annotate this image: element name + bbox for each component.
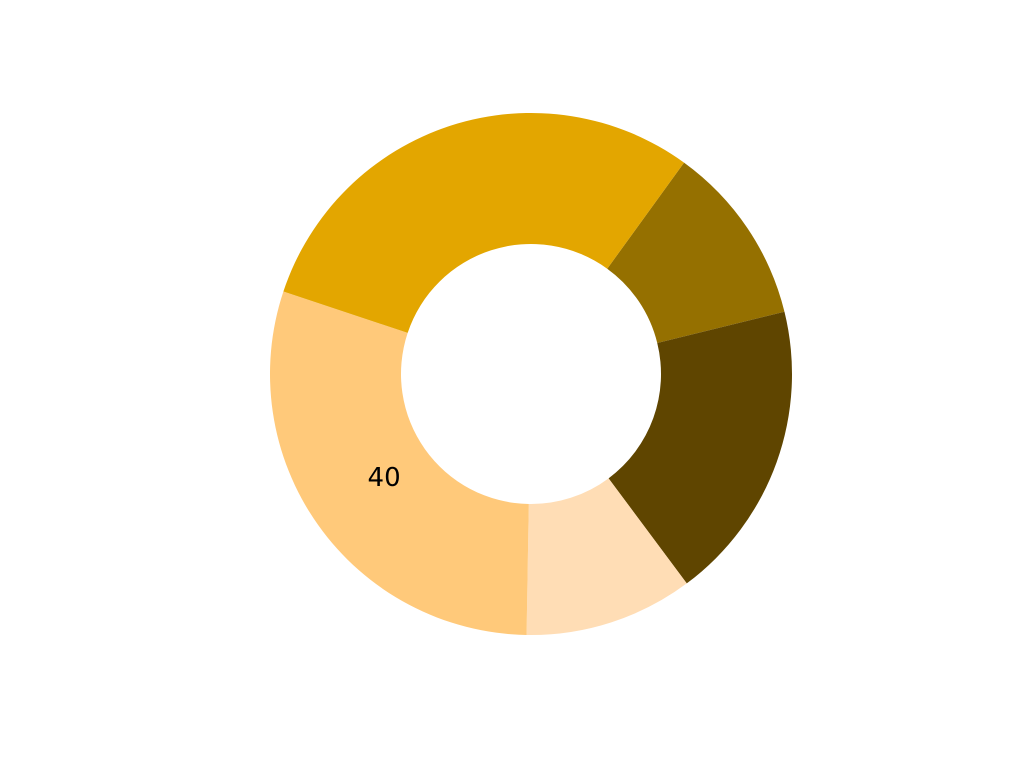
donut-slice-5 [283,113,685,333]
donut-slice-1 [607,162,785,343]
donut-slice-2 [608,311,792,584]
slice-label-4: 40 [368,463,401,493]
labels-layer: 40 [368,463,401,493]
donut-slice-3 [526,478,687,635]
donut-slice-4 [270,291,529,635]
slices-layer [270,113,792,635]
